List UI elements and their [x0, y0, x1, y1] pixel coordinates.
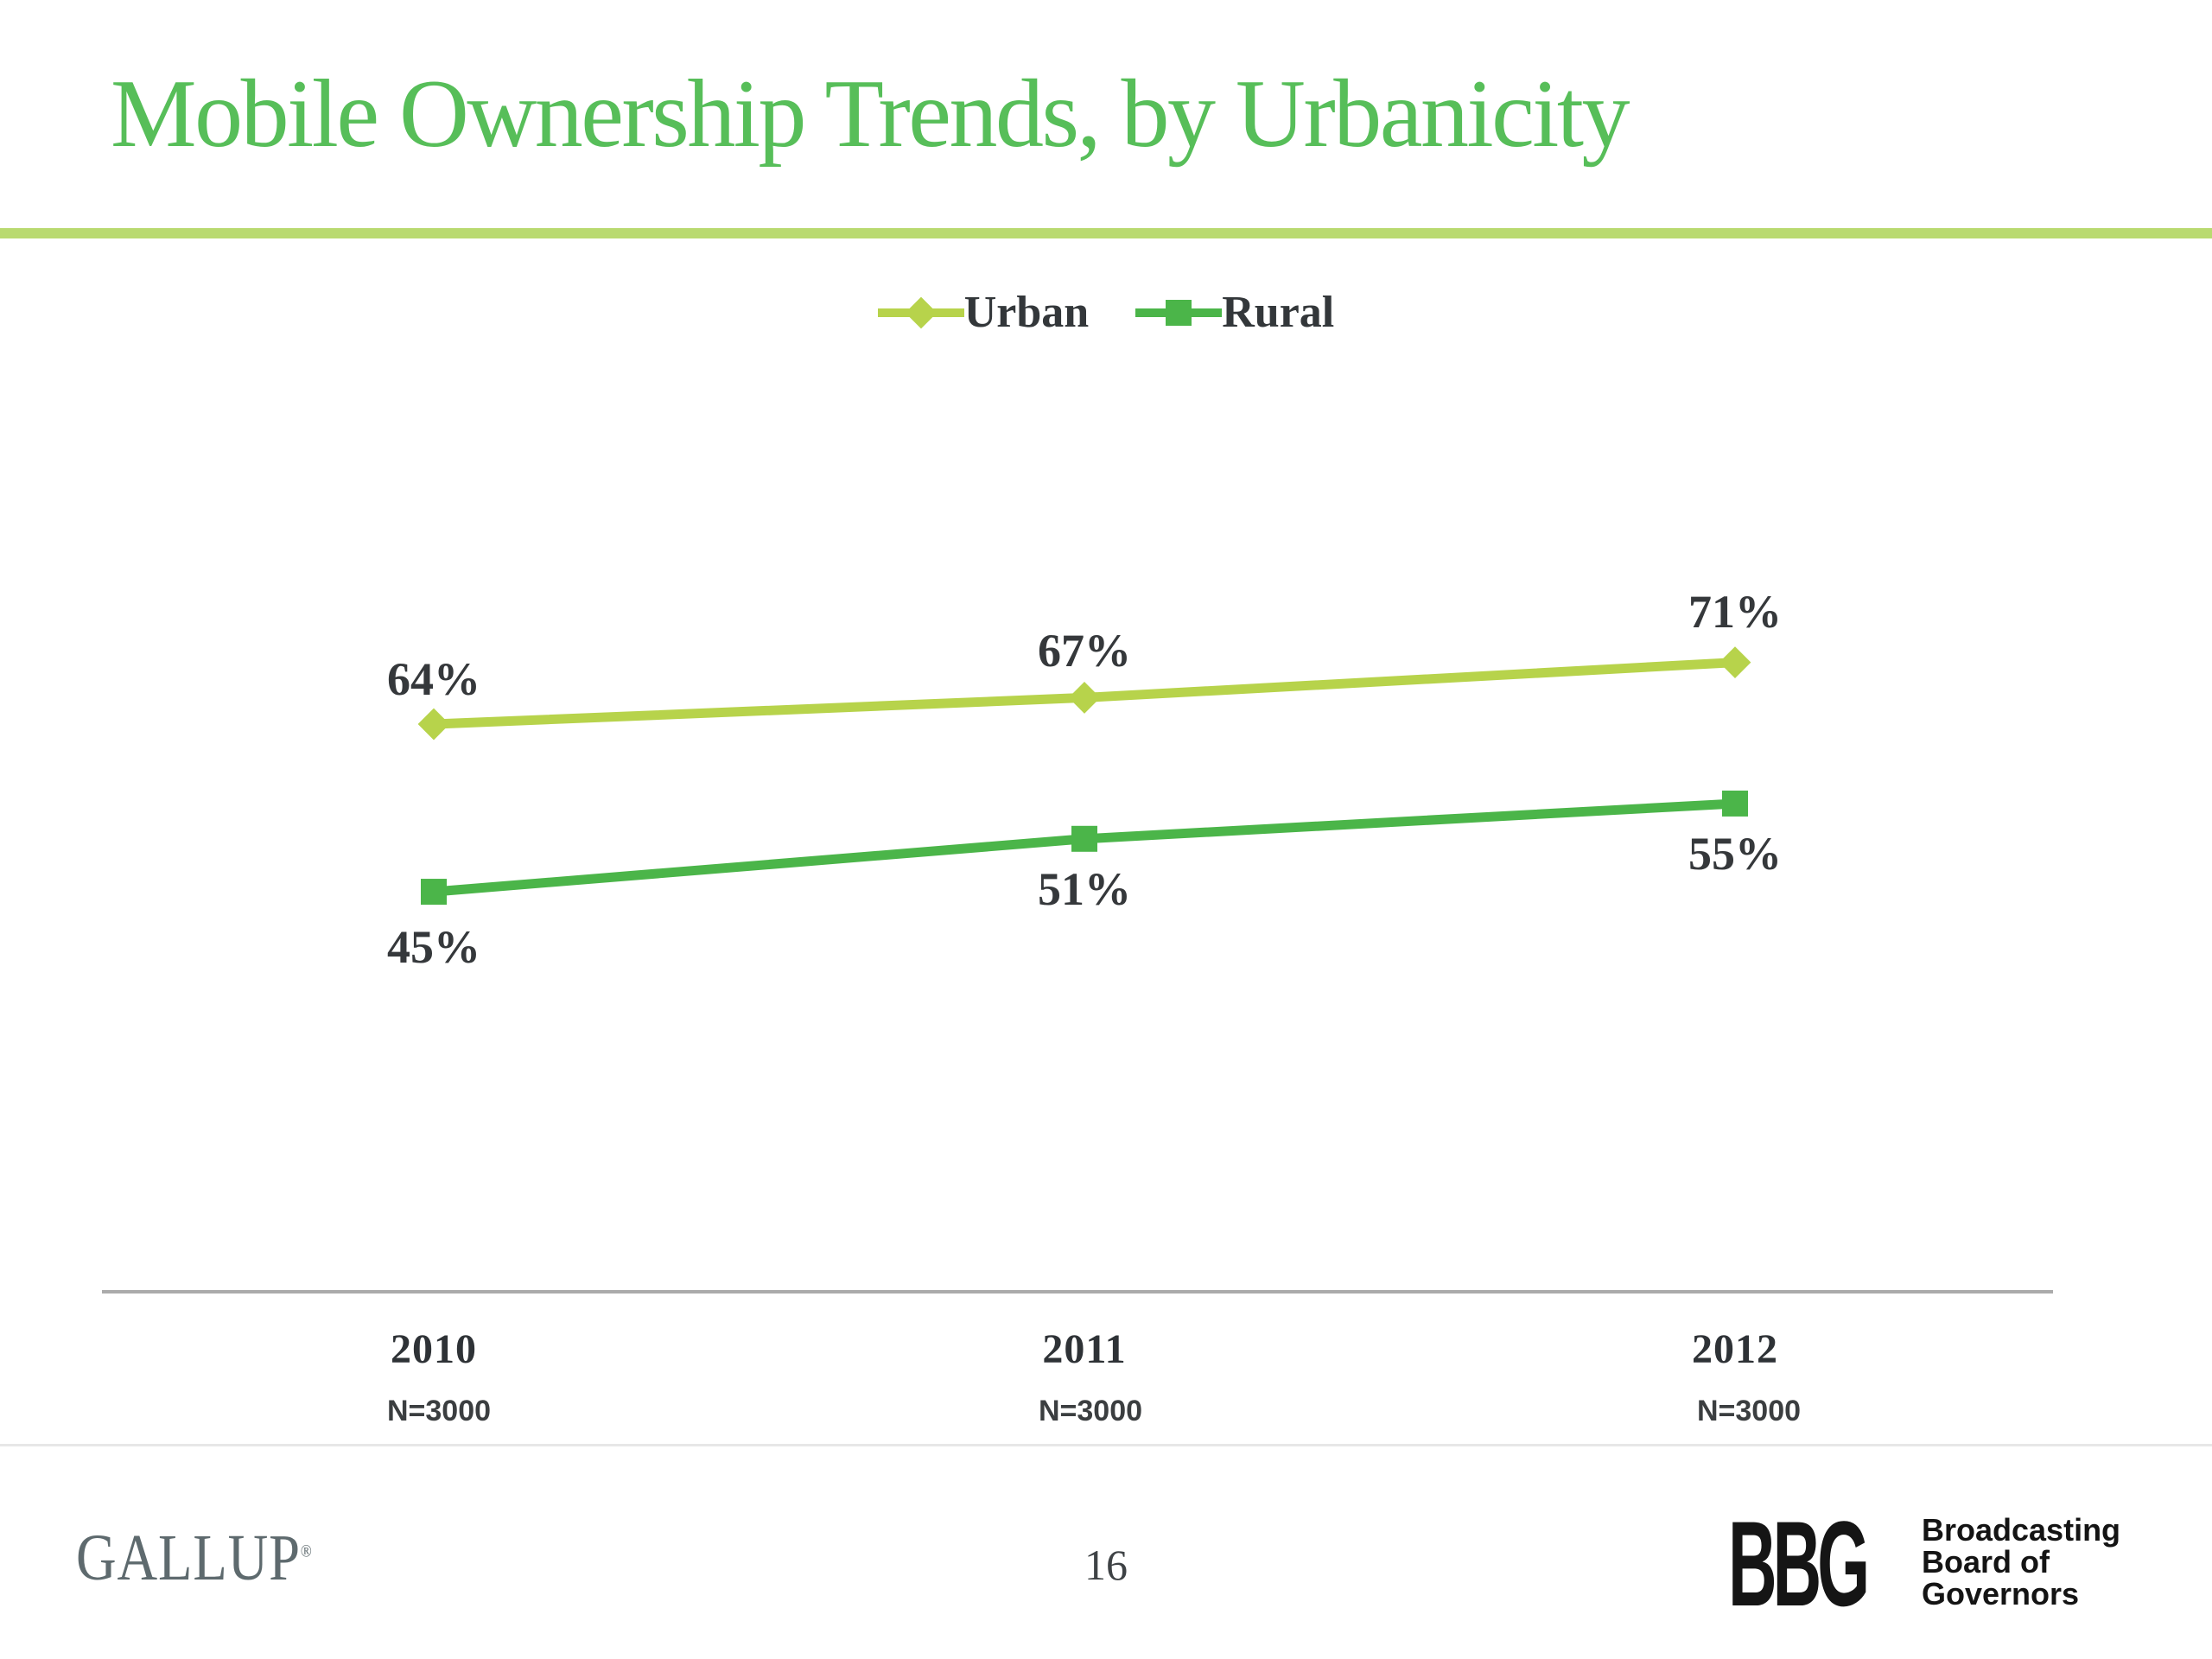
data-label-rural-2010: 45% [387, 921, 480, 973]
rural-square-marker-icon [421, 879, 447, 906]
sample-size-2011: N=3000 [1038, 1395, 1143, 1427]
legend-label-urban: Urban [963, 288, 1090, 337]
x-axis-line [102, 1290, 2053, 1294]
gallup-logo: GALLUP® [76, 1522, 313, 1594]
data-label-rural-2012: 55% [1688, 828, 1782, 880]
data-label-urban-2012: 71% [1688, 586, 1782, 638]
bbg-logo-text: Broadcasting Board of Governors [1922, 1512, 2121, 1611]
legend-item-rural: Rural [1135, 290, 1334, 335]
registered-mark: ® [300, 1541, 313, 1561]
page-title: Mobile Ownership Trends, by Urbanicity [111, 60, 1630, 168]
rural-square-marker-icon [1135, 296, 1223, 330]
title-divider [0, 228, 2212, 238]
x-tick-2010: 2010 [391, 1326, 477, 1372]
x-tick-2012: 2012 [1692, 1326, 1778, 1372]
rural-square-marker-icon [1071, 825, 1097, 852]
sample-size-2012: N=3000 [1696, 1395, 1802, 1427]
data-label-urban-2010: 64% [387, 653, 480, 705]
urban-diamond-marker-icon [1068, 682, 1101, 714]
data-label-rural-2011: 51% [1038, 863, 1131, 915]
x-tick-2011: 2011 [1042, 1326, 1127, 1372]
urban-diamond-marker-icon [877, 296, 964, 330]
footer-divider [0, 1444, 2212, 1446]
urban-diamond-marker-icon [417, 708, 450, 741]
urban-diamond-marker-icon [1719, 646, 1751, 678]
bbg-logo: BBG Broadcasting Board of Governors [1728, 1496, 2120, 1631]
legend-item-urban: Urban [877, 288, 1090, 337]
data-label-urban-2011: 67% [1038, 625, 1131, 677]
chart-legend: Urban Rural [0, 290, 2212, 335]
sample-size-2010: N=3000 [386, 1395, 492, 1427]
bbg-acronym: BBG [1728, 1496, 1870, 1631]
legend-label-rural: Rural [1222, 288, 1335, 337]
rural-square-marker-icon [1722, 790, 1748, 817]
page-number: 16 [1084, 1541, 1128, 1589]
